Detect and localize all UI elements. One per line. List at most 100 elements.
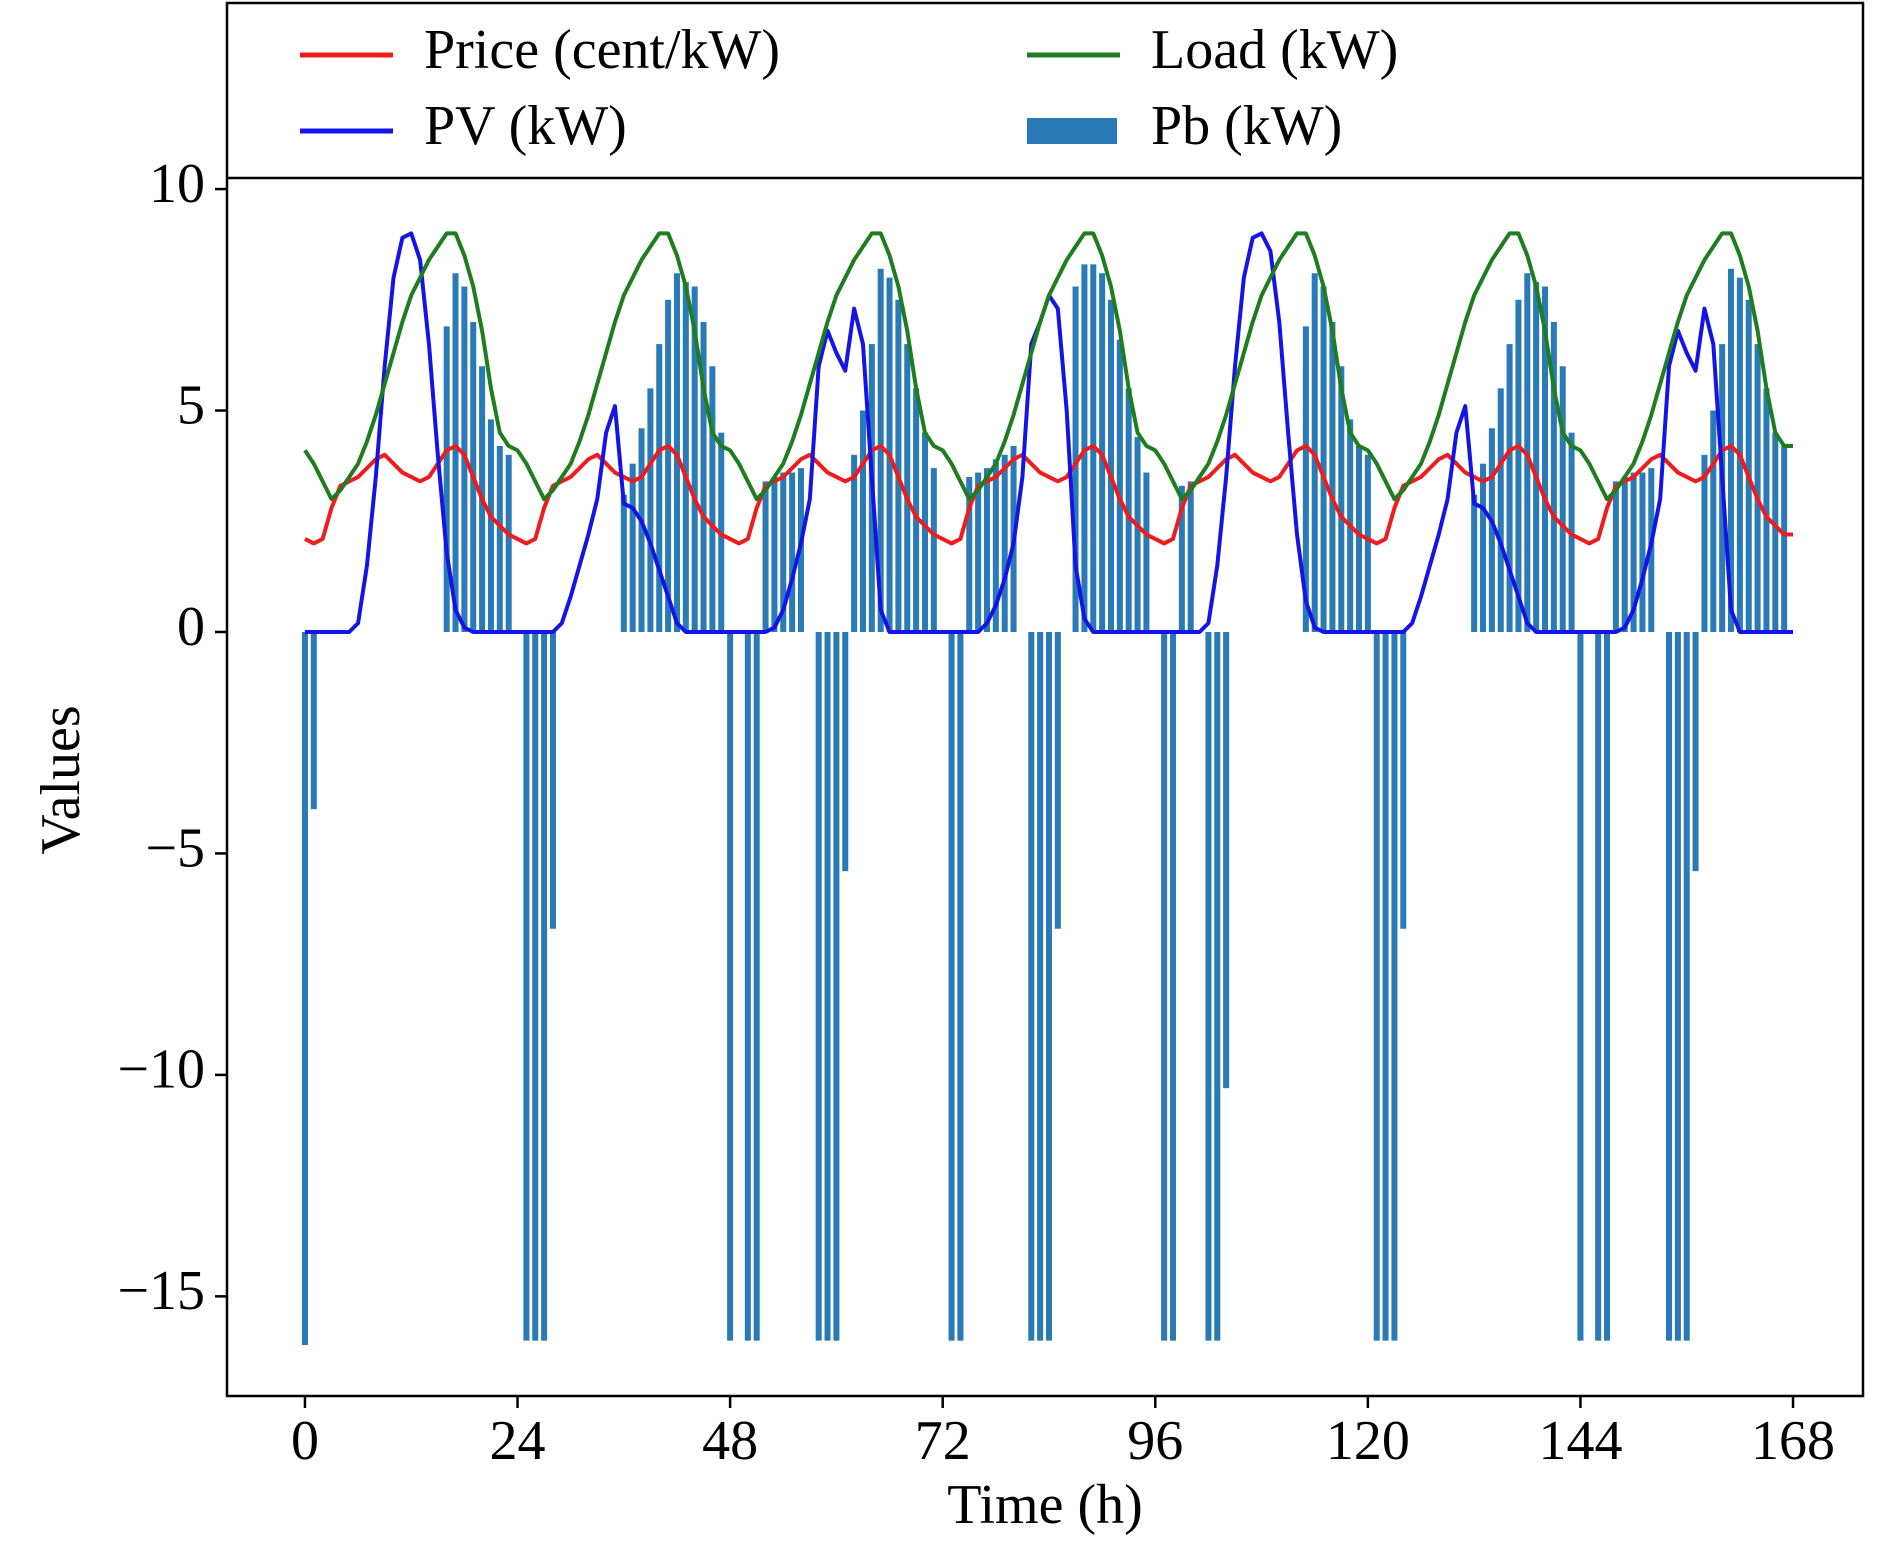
bar bbox=[1125, 388, 1132, 632]
bar bbox=[1701, 454, 1708, 632]
x-tick-label: 96 bbox=[1127, 1410, 1183, 1472]
bar bbox=[1391, 631, 1398, 1341]
bar bbox=[1577, 631, 1584, 1341]
bar bbox=[895, 299, 902, 632]
legend-label: Load (kW) bbox=[1151, 19, 1398, 81]
bar bbox=[992, 459, 999, 632]
x-tick-label: 24 bbox=[490, 1410, 546, 1472]
legend-swatch bbox=[1027, 118, 1117, 144]
bar bbox=[549, 631, 556, 929]
x-tick-label: 168 bbox=[1751, 1410, 1835, 1472]
legend-label: Price (cent/kW) bbox=[424, 19, 780, 81]
bar bbox=[1754, 344, 1761, 632]
bar bbox=[1143, 472, 1150, 632]
bar bbox=[1320, 286, 1327, 632]
bar bbox=[1364, 454, 1371, 632]
bar bbox=[1692, 631, 1699, 872]
bar bbox=[966, 476, 973, 632]
bar bbox=[1205, 631, 1212, 1341]
bar bbox=[913, 388, 920, 632]
bar bbox=[301, 631, 308, 1346]
bar bbox=[1329, 321, 1336, 632]
bar bbox=[1728, 268, 1735, 632]
bar bbox=[665, 299, 672, 632]
bar bbox=[789, 472, 796, 632]
bar bbox=[532, 631, 539, 1341]
bar bbox=[700, 321, 707, 632]
bar bbox=[620, 494, 627, 632]
bar bbox=[1506, 344, 1513, 632]
bar bbox=[1515, 299, 1522, 632]
legend-label: PV (kW) bbox=[424, 95, 627, 157]
bar bbox=[1550, 321, 1557, 632]
y-tick-label: −15 bbox=[117, 1260, 205, 1322]
bar bbox=[753, 631, 760, 1341]
x-tick-label: 120 bbox=[1326, 1410, 1410, 1472]
bar bbox=[1161, 631, 1168, 1341]
bar bbox=[1107, 299, 1115, 632]
bar bbox=[1001, 454, 1008, 632]
bar bbox=[744, 631, 751, 1341]
bar bbox=[682, 282, 689, 632]
bar bbox=[842, 631, 849, 872]
bar bbox=[1621, 476, 1628, 632]
bar bbox=[851, 454, 858, 632]
bar bbox=[496, 445, 503, 632]
legend-label: Pb (kW) bbox=[1151, 95, 1342, 157]
bar bbox=[1542, 286, 1549, 632]
bar bbox=[1674, 631, 1681, 1341]
bar bbox=[647, 388, 654, 632]
bar bbox=[1763, 388, 1770, 632]
y-tick-label: 5 bbox=[177, 374, 205, 436]
y-axis-label: Values bbox=[30, 705, 92, 854]
bar bbox=[1373, 631, 1380, 1341]
bar bbox=[452, 273, 459, 632]
y-tick-label: 0 bbox=[177, 596, 205, 658]
bar bbox=[1595, 631, 1602, 1341]
bar bbox=[638, 428, 645, 632]
bar bbox=[505, 454, 512, 632]
line-series bbox=[304, 443, 1794, 546]
bar bbox=[1471, 494, 1478, 632]
bar bbox=[1666, 631, 1673, 1341]
y-tick-label: −10 bbox=[117, 1039, 205, 1101]
plot-frame bbox=[225, 1, 1865, 1398]
x-tick-label: 0 bbox=[291, 1410, 319, 1472]
bar bbox=[443, 326, 450, 632]
bar bbox=[1400, 631, 1407, 929]
bar bbox=[930, 468, 937, 632]
bar bbox=[709, 366, 716, 632]
bar bbox=[1639, 472, 1646, 632]
bar bbox=[523, 631, 530, 1341]
bar bbox=[1028, 631, 1035, 1341]
bar bbox=[1169, 631, 1177, 1341]
bar bbox=[1054, 631, 1061, 929]
bar bbox=[1559, 366, 1566, 632]
bar bbox=[1781, 445, 1788, 632]
bar bbox=[1355, 445, 1363, 632]
bar bbox=[1630, 472, 1637, 632]
bar bbox=[1479, 463, 1487, 632]
bar bbox=[1772, 432, 1779, 632]
bar bbox=[948, 631, 955, 1341]
y-tick-label: −5 bbox=[145, 817, 205, 879]
bar bbox=[762, 481, 769, 632]
bar bbox=[691, 286, 698, 632]
bar bbox=[727, 631, 734, 1341]
bar bbox=[815, 631, 822, 1341]
bar bbox=[904, 344, 911, 632]
bar bbox=[1223, 631, 1230, 1089]
bar bbox=[859, 410, 866, 632]
bar bbox=[656, 344, 663, 632]
bar bbox=[1533, 282, 1540, 632]
bar bbox=[629, 463, 636, 632]
bar bbox=[1045, 631, 1052, 1341]
bar bbox=[1382, 631, 1389, 1341]
bar bbox=[1116, 339, 1123, 632]
x-tick-label: 72 bbox=[915, 1410, 971, 1472]
bar bbox=[1037, 631, 1044, 1341]
x-tick-label: 48 bbox=[702, 1410, 758, 1472]
bar bbox=[1710, 410, 1717, 632]
bar bbox=[1604, 631, 1611, 1341]
bar bbox=[1187, 481, 1194, 632]
